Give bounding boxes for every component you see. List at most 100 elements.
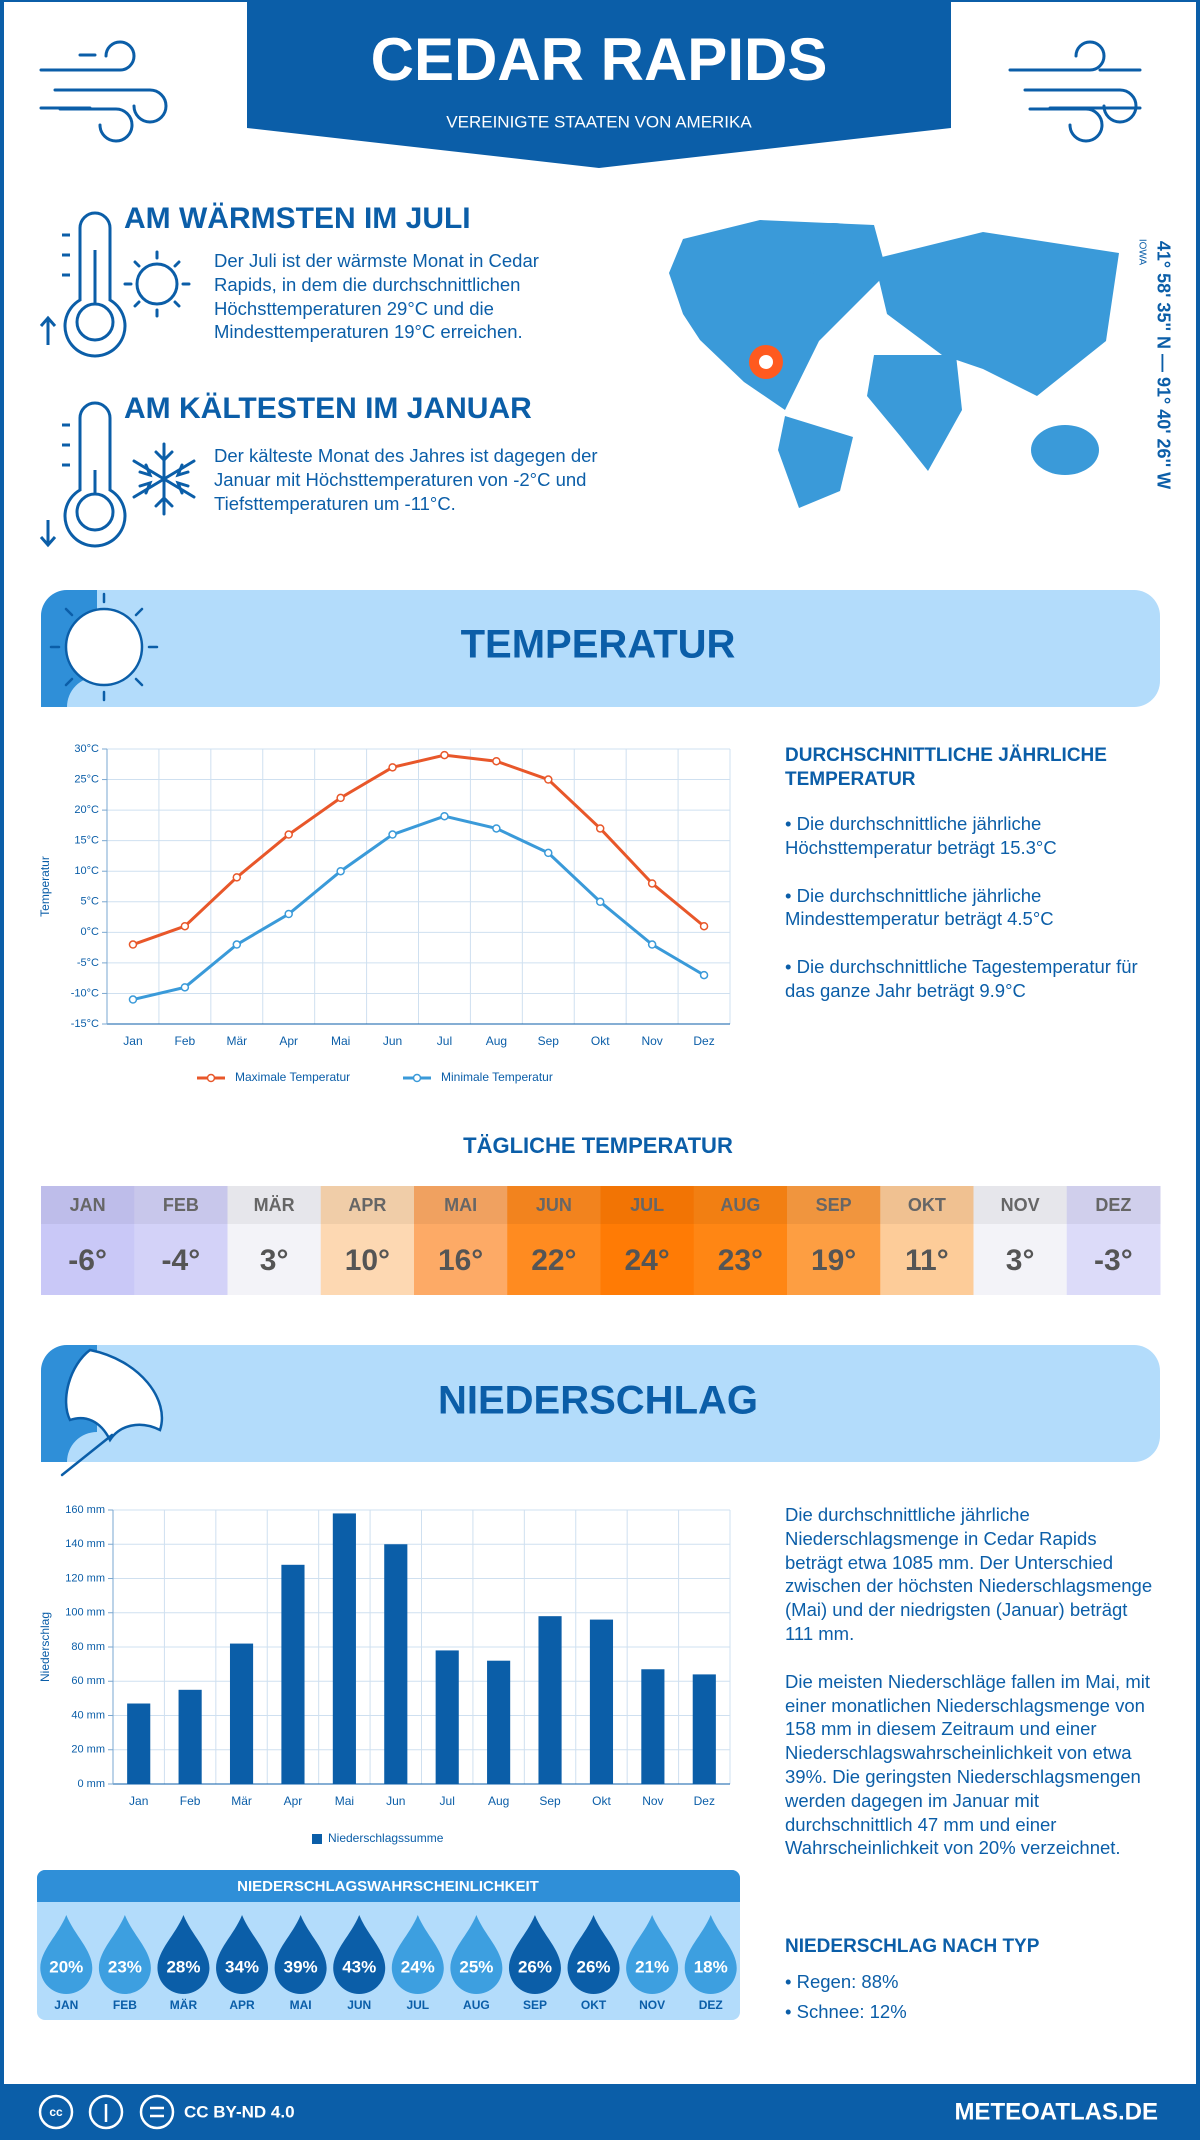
drop [216,1915,269,1994]
legend-marker [412,1073,422,1083]
cc-icon-text: cc [49,2105,63,2119]
legend-label: Maximale Temperatur [235,1070,350,1084]
probability-label: 26% [577,1957,611,1976]
probability-month: MAI [290,1998,312,2012]
probability-label: 34% [225,1957,259,1976]
wind-icon [39,40,1142,143]
point [440,750,449,760]
probability-label: 39% [284,1957,318,1976]
x-tick-label: Sep [538,1034,560,1048]
temperature-label: 3° [260,1244,289,1277]
drop [391,1915,444,1995]
month-label: APR [348,1195,386,1215]
y-tick-label: 140 mm [65,1538,105,1550]
x-tick-label: Dez [694,1794,715,1808]
precipitation-text: Die durchschnittliche jährliche Niedersc… [785,1503,1155,1884]
type-item: • Schnee: 12% [785,2001,907,2022]
point [595,897,605,907]
x-tick-label: Feb [175,1034,196,1048]
probability-month: OKT [581,1998,607,2012]
point [647,879,657,888]
point [180,921,190,931]
paragraph: Die meisten Niederschläge fallen im Mai,… [785,1670,1150,1859]
month-header-shade [693,1186,788,1224]
bullet: • Die durchschnittliche Tagestemperatur … [785,956,1138,1001]
month-label: AUG [720,1195,760,1215]
probability-month: APR [229,1998,255,2012]
point [699,970,709,980]
month-header-shade [880,1186,974,1224]
snowflake-icon [132,442,196,516]
month-cell [600,1186,695,1295]
y-tick-label: 60 mm [71,1675,105,1687]
month-header-shade [787,1186,881,1224]
umbrella-icon [60,1348,164,1477]
y-tick-label: -5°C [77,957,99,969]
section-banner [41,1345,1160,1462]
section-title: TEMPERATUR [461,623,736,667]
point [336,866,345,876]
point [699,921,709,931]
month-label: FEB [163,1195,199,1215]
temperature-label: 11° [905,1244,949,1277]
y-tick-label: -10°C [71,987,99,999]
probability-header [37,1870,740,1902]
point [232,873,242,882]
x-tick-label: Jul [437,1034,452,1048]
header-band [247,0,951,168]
temperature-label: 10° [345,1244,390,1277]
month-cell [880,1186,974,1295]
x-tick-label: Aug [488,1794,509,1808]
x-tick-label: Mai [335,1794,354,1808]
coordinates: 41° 58' 35'' N — 91° 40' 26'' W [1153,241,1173,489]
point [492,824,501,833]
temperature-label: 23° [718,1244,763,1277]
drop [157,1915,210,1994]
x-tick-label: Sep [539,1794,561,1808]
y-tick-label: 30°C [74,743,99,755]
bar [229,1643,254,1784]
month-header-shade [414,1186,508,1224]
x-tick-label: Mai [331,1034,350,1048]
site: METEOATLAS.DE [954,2098,1158,2125]
x-tick-label: Okt [591,1034,610,1048]
thermometer-icon [39,211,127,548]
section-title: NIEDERSCHLAG [438,1379,758,1423]
month-label: NOV [1001,1195,1040,1215]
point [180,983,190,992]
month-label: SEP [816,1195,852,1215]
license: CC BY-ND 4.0 [184,2102,295,2121]
month-header-shade [1066,1186,1161,1224]
point [388,830,397,839]
bar [435,1650,459,1784]
month-cell [320,1186,415,1295]
fact-text: Der kälteste Monat des Jahres ist dagege… [214,445,598,514]
drop [450,1915,503,1995]
y-axis-label: Temperatur [38,856,52,917]
probability-month: JUN [347,1998,371,2012]
month-label: MÄR [254,1195,295,1215]
location-marker-dot [759,355,773,369]
y-tick-label: 10°C [74,865,99,877]
drop [626,1915,679,1995]
world-map [669,220,1119,508]
month-header-shade [134,1186,228,1224]
temperature-bullets: • Die durchschnittliche jährliche Höchst… [785,812,1155,1027]
country-subtitle: VEREINIGTE STAATEN VON AMERIKA [446,112,752,131]
x-tick-label: Nov [642,1794,663,1808]
bar [589,1619,614,1784]
legend-label: Minimale Temperatur [441,1070,553,1084]
point [544,848,553,858]
y-tick-label: 25°C [74,773,99,785]
line [132,814,705,1002]
point [388,763,397,772]
y-tick-label: 20 mm [71,1744,105,1756]
month-cell [41,1186,135,1295]
month-cell [507,1186,601,1295]
month-cell [973,1186,1068,1295]
temperature-label: 22° [531,1244,576,1277]
temperature-label: 24° [624,1244,669,1277]
bar [332,1513,356,1784]
x-tick-label: Aug [486,1034,507,1048]
drop [333,1915,386,1995]
